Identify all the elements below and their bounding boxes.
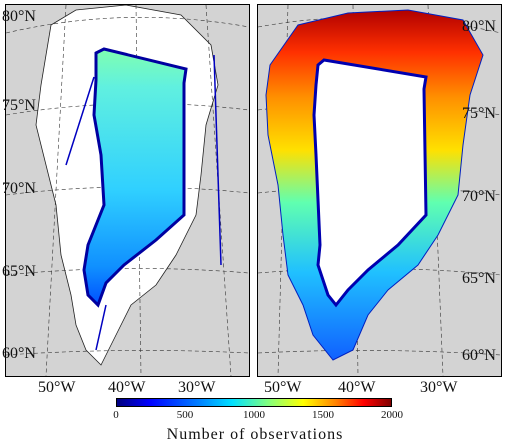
lon-label-right-40w: 40°W <box>338 379 376 396</box>
lon-label-left-50w: 50°W <box>38 379 76 396</box>
lat-label-right-80: 80°N <box>462 18 496 35</box>
colorbar-tick: 500 <box>176 409 194 421</box>
lat-label-left-65: 65°N <box>2 263 36 280</box>
colorbar-tick: 1500 <box>312 409 334 421</box>
colorbar-tick: 2000 <box>381 409 403 421</box>
lat-label-left-75: 75°N <box>2 97 36 114</box>
interior-no-data <box>312 58 428 308</box>
map-panel-left <box>5 4 250 377</box>
lon-label-left-40w: 40°W <box>108 379 146 396</box>
lon-label-left-30w: 30°W <box>178 379 216 396</box>
map-left-svg <box>5 4 250 377</box>
satellite-track <box>213 54 222 266</box>
colorbar-title: Number of observations <box>166 426 344 443</box>
lat-label-left-60: 60°N <box>2 345 36 362</box>
colorbar-tick: 1000 <box>243 409 265 421</box>
satellite-track <box>95 304 107 351</box>
map-panel-right <box>257 4 502 377</box>
lat-label-left-70: 70°N <box>2 180 36 197</box>
lat-label-right-70: 70°N <box>462 188 496 205</box>
colorbar <box>116 398 392 407</box>
colorbar-tick: 0 <box>113 409 119 421</box>
lat-label-right-60: 60°N <box>462 347 496 364</box>
lat-label-right-75: 75°N <box>462 105 496 122</box>
map-right-svg <box>257 4 502 377</box>
observation-coverage-left <box>82 47 188 308</box>
lat-label-left-80: 80°N <box>2 8 36 25</box>
lon-label-right-30w: 30°W <box>420 379 458 396</box>
lat-label-right-65: 65°N <box>462 270 496 287</box>
lon-label-right-50w: 50°W <box>264 379 302 396</box>
satellite-track <box>65 76 95 166</box>
